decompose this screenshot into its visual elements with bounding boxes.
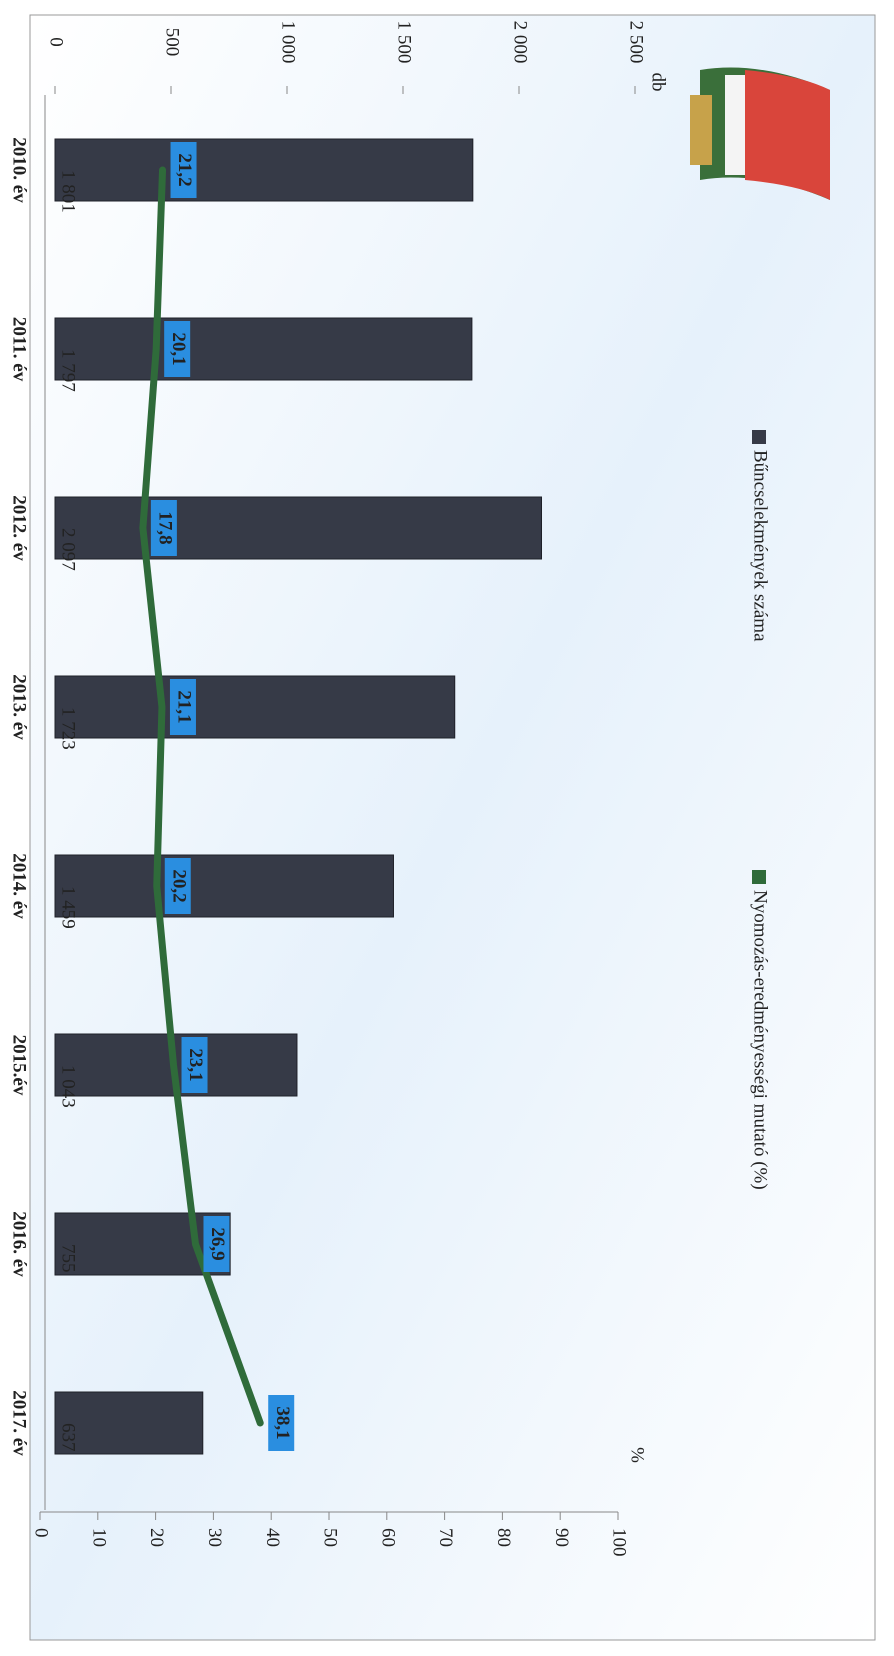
- y-tick-label: 2 000: [510, 21, 531, 64]
- value-label-box: [268, 1395, 295, 1451]
- value-label-box: [181, 1037, 208, 1093]
- chart-frame: [29, 14, 876, 1641]
- y2-tick-label: 70: [435, 1528, 456, 1547]
- bar: [54, 854, 394, 918]
- legend-swatch: [752, 430, 766, 444]
- x-tick-label: 2017. év: [9, 1390, 30, 1456]
- x-tick-label: 2013. év: [9, 674, 30, 740]
- bar-value-label: 637: [58, 1423, 79, 1452]
- line-value-label: 38,1: [272, 1406, 293, 1439]
- bar: [54, 138, 474, 202]
- y2-tick-label: 90: [551, 1528, 572, 1547]
- y2-tick-label: 30: [204, 1528, 225, 1547]
- y-tick-label: 1 000: [278, 21, 299, 64]
- bar: [54, 1391, 204, 1455]
- y-unit-label: db: [648, 73, 669, 92]
- x-tick-label: 2015.év: [9, 1035, 30, 1096]
- value-label-box: [169, 679, 196, 735]
- bar-value-label: 2 097: [58, 528, 79, 571]
- value-label-box: [150, 500, 177, 556]
- x-tick-label: 2014. év: [9, 853, 30, 919]
- y2-tick-label: 0: [31, 1528, 52, 1538]
- y2-unit-label: %: [627, 1447, 648, 1463]
- line-value-label: 21,1: [174, 690, 195, 723]
- y2-tick-label: 10: [88, 1528, 109, 1547]
- line: [139, 166, 264, 1427]
- y2-tick-label: 40: [262, 1528, 283, 1547]
- x-tick-label: 2012. év: [9, 495, 30, 561]
- line-value-label: 21,2: [174, 153, 195, 186]
- bar-value-label: 1 043: [58, 1065, 79, 1108]
- bar-value-label: 1 801: [58, 170, 79, 213]
- bar: [54, 675, 456, 739]
- y-tick-label: 0: [46, 37, 67, 47]
- x-tick-label: 2016. év: [9, 1211, 30, 1277]
- value-label-box: [164, 321, 191, 377]
- y2-tick-label: 50: [320, 1528, 341, 1547]
- bar: [54, 317, 473, 381]
- line-value-label: 26,9: [207, 1227, 228, 1260]
- y2-tick-label: 100: [609, 1528, 630, 1557]
- line-value-label: 17,8: [155, 511, 176, 544]
- value-label-box: [203, 1216, 230, 1272]
- line-value-label: 20,2: [168, 869, 189, 902]
- police-logo: [690, 67, 830, 200]
- bar-value-label: 1 797: [58, 349, 79, 392]
- x-tick-label: 2010. év: [9, 137, 30, 203]
- y-tick-label: 2 500: [626, 21, 647, 64]
- line-value-label: 23,1: [185, 1048, 206, 1081]
- legend-label: Nyomozás-eredményességi mutató (%): [750, 890, 771, 1190]
- legend-swatch: [752, 870, 766, 884]
- value-label-box: [170, 142, 197, 198]
- bar: [54, 496, 543, 560]
- y2-tick-label: 60: [377, 1528, 398, 1547]
- line-value-label: 20,1: [168, 332, 189, 365]
- value-label-box: [164, 858, 191, 914]
- y2-tick-label: 20: [146, 1528, 167, 1547]
- bar-value-label: 1 459: [58, 886, 79, 929]
- y-tick-label: 1 500: [394, 21, 415, 64]
- y-tick-label: 500: [162, 28, 183, 57]
- y2-tick-label: 80: [493, 1528, 514, 1547]
- legend-label: Bűncselekmények száma: [750, 450, 771, 642]
- bar-value-label: 755: [58, 1244, 79, 1273]
- bar-value-label: 1 723: [58, 707, 79, 750]
- x-tick-label: 2011. év: [9, 317, 30, 382]
